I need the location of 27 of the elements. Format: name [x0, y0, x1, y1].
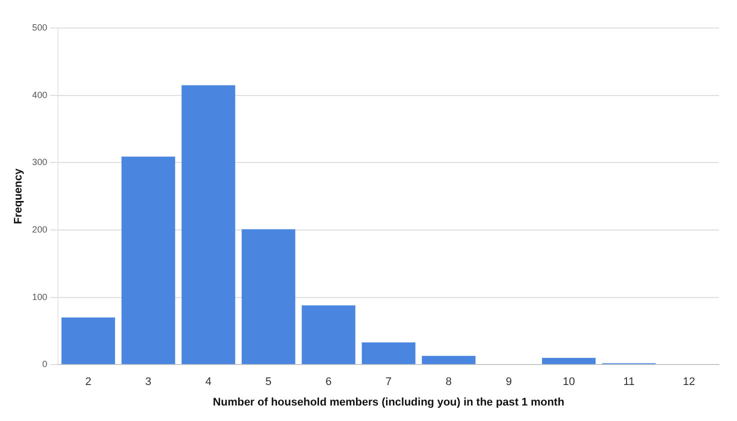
x-tick-label: 8	[446, 376, 452, 388]
x-tick-label: 11	[623, 376, 635, 388]
x-tick-label: 6	[325, 376, 332, 388]
y-tick-label: 100	[32, 292, 48, 302]
bar	[422, 356, 476, 364]
bar	[61, 317, 116, 364]
bar	[302, 305, 356, 364]
x-tick-label: 10	[562, 376, 575, 388]
y-tick-label: 0	[42, 359, 48, 370]
x-tick-label: 5	[265, 376, 272, 388]
x-tick-label: 2	[85, 376, 92, 388]
x-tick-label: 7	[386, 376, 392, 388]
bar	[122, 156, 176, 364]
x-tick-label: 9	[506, 376, 512, 388]
bar	[362, 342, 416, 364]
y-axis-title: Frequency	[12, 168, 25, 224]
bar	[542, 358, 596, 364]
x-tick-label: 4	[205, 376, 212, 388]
bar	[242, 229, 296, 364]
y-tick-label: 400	[32, 90, 48, 100]
y-tick-label: 300	[32, 157, 48, 168]
x-tick-label: 3	[145, 376, 152, 388]
x-axis-title: Number of household members (including you) in the past 1 month	[212, 396, 565, 408]
y-tick-label: 200	[32, 224, 48, 234]
x-tick-label: 12	[682, 376, 696, 388]
bar	[182, 85, 236, 364]
y-tick-label: 500	[32, 22, 48, 32]
